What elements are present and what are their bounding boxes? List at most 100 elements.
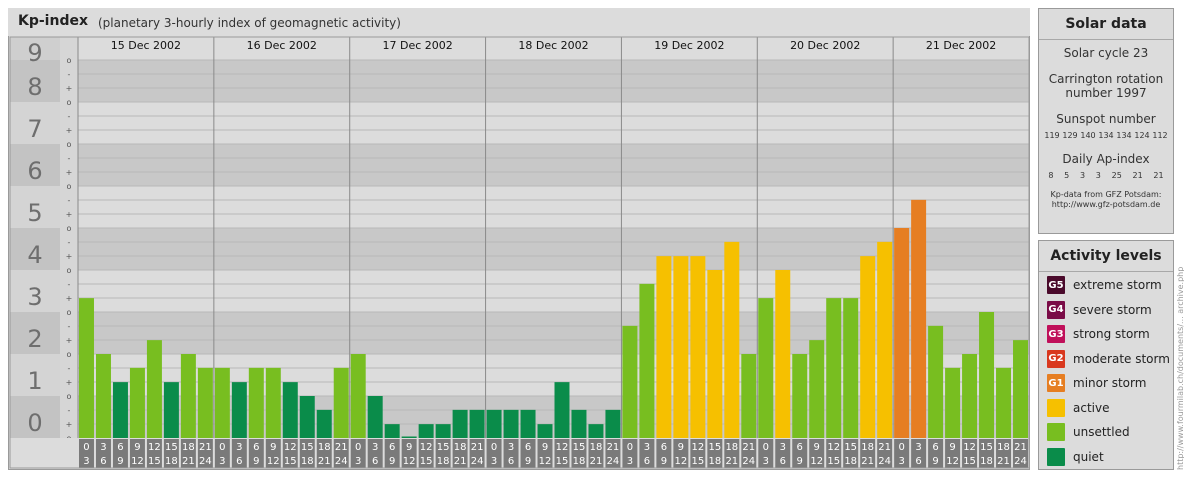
- sub-mark: o: [67, 224, 72, 233]
- kp-bar: [928, 325, 944, 438]
- interval-end: 3: [83, 456, 89, 467]
- interval-cell: [79, 439, 94, 468]
- legend-item-minor-storm: G1 minor storm: [1047, 373, 1146, 393]
- interval-cell: [248, 439, 264, 468]
- chart-header: Kp-index (planetary 3-hourly index of ge…: [8, 8, 1030, 36]
- interval-cell: [299, 439, 315, 468]
- solar-data-title: Solar data: [1039, 9, 1173, 40]
- kp-band: [10, 270, 1029, 312]
- interval-start: 3: [508, 442, 514, 453]
- watermark: http://www.fourmilab.ch/documents/... ar…: [1176, 266, 1184, 470]
- kp-bar: [656, 256, 672, 438]
- interval-cell: [1013, 439, 1028, 468]
- kp-tick-label: 9: [27, 39, 42, 67]
- kp-bar: [333, 367, 349, 438]
- credit-link[interactable]: http://www.gfz-potsdam.de: [1051, 200, 1161, 209]
- interval-end: 12: [403, 456, 416, 467]
- kp-bar: [146, 340, 162, 438]
- kp-bar: [163, 382, 179, 438]
- interval-cell: [962, 439, 978, 468]
- interval-end: 3: [898, 456, 904, 467]
- interval-start: 0: [83, 442, 89, 453]
- ap-index-title: Daily Ap-index: [1062, 152, 1150, 166]
- kp-tick-label: 0: [27, 409, 42, 437]
- interval-cell: [486, 439, 502, 468]
- legend-label: severe storm: [1073, 302, 1152, 317]
- interval-end: 12: [131, 456, 144, 467]
- kp-band: [10, 60, 1029, 102]
- interval-end: 18: [980, 456, 993, 467]
- interval-end: 6: [644, 456, 650, 467]
- interval-start: 12: [691, 442, 704, 453]
- interval-cell: [197, 439, 213, 468]
- legend-item-moderate-storm: G2 moderate storm: [1047, 349, 1170, 369]
- interval-end: 6: [780, 456, 786, 467]
- kp-bar: [843, 298, 859, 438]
- legend-swatch: G3: [1047, 325, 1065, 343]
- sub-mark: o: [67, 350, 72, 359]
- day-label: 20 Dec 2002: [790, 39, 860, 52]
- interval-end: 9: [253, 456, 259, 467]
- day-label: 18 Dec 2002: [518, 39, 588, 52]
- interval-end: 18: [573, 456, 586, 467]
- interval-end: 3: [355, 456, 361, 467]
- interval-start: 0: [219, 442, 225, 453]
- interval-cell: [554, 439, 570, 468]
- interval-end: 24: [335, 456, 348, 467]
- interval-cell: [809, 439, 825, 468]
- interval-end: 3: [763, 456, 769, 467]
- interval-start: 15: [301, 442, 314, 453]
- legend-item-extreme-storm: G5 extreme storm: [1047, 275, 1162, 295]
- interval-start: 9: [542, 442, 548, 453]
- chart-title: Kp-index: [18, 13, 88, 29]
- interval-start: 0: [355, 442, 361, 453]
- sub-mark: +: [66, 252, 73, 261]
- interval-start: 18: [590, 442, 603, 453]
- interval-start: 6: [797, 442, 803, 453]
- interval-start: 15: [437, 442, 450, 453]
- kp-tick-label: 1: [27, 367, 42, 395]
- interval-start: 15: [573, 442, 586, 453]
- kp-bar: [860, 256, 876, 438]
- kp-bar: [503, 409, 519, 438]
- interval-start: 18: [861, 442, 874, 453]
- kp-bar: [180, 354, 196, 438]
- sub-mark: o: [67, 182, 72, 191]
- interval-end: 12: [674, 456, 687, 467]
- interval-cell: [418, 439, 434, 468]
- legend-label: minor storm: [1073, 376, 1147, 390]
- ap-value: 8: [1048, 171, 1054, 180]
- interval-cell: [146, 439, 162, 468]
- sub-mark: o: [67, 56, 72, 65]
- interval-end: 21: [454, 456, 467, 467]
- ap-index-numbers: 8 5 3 3 25 21 21: [1039, 171, 1173, 180]
- interval-start: 21: [1014, 442, 1027, 453]
- interval-start: 12: [148, 442, 161, 453]
- interval-cell: [112, 439, 128, 468]
- kp-bar: [79, 298, 94, 438]
- interval-cell: [724, 439, 740, 468]
- legend-swatch: G2: [1047, 349, 1065, 368]
- interval-cell: [911, 439, 927, 468]
- interval-end: 18: [165, 456, 178, 467]
- kp-scale-cell: [10, 60, 60, 102]
- interval-end: 18: [301, 456, 314, 467]
- legend-label: active: [1073, 400, 1110, 415]
- interval-cell: [333, 439, 349, 468]
- interval-cell: [877, 439, 893, 468]
- ap-value: 25: [1111, 171, 1122, 180]
- sub-mark: o: [67, 266, 72, 275]
- kp-bar: [486, 409, 502, 438]
- sub-mark: -: [68, 406, 71, 415]
- sub-mark: +: [66, 84, 73, 93]
- kp-bar: [894, 228, 910, 438]
- interval-end: 6: [100, 456, 106, 467]
- interval-cell: [894, 439, 910, 468]
- interval-start: 0: [898, 442, 904, 453]
- ap-value: 3: [1095, 171, 1101, 180]
- interval-cell: [588, 439, 604, 468]
- legend-item-strong-storm: G3 strong storm: [1047, 324, 1150, 344]
- interval-start: 21: [878, 442, 891, 453]
- interval-start: 3: [644, 442, 650, 453]
- interval-end: 15: [827, 456, 840, 467]
